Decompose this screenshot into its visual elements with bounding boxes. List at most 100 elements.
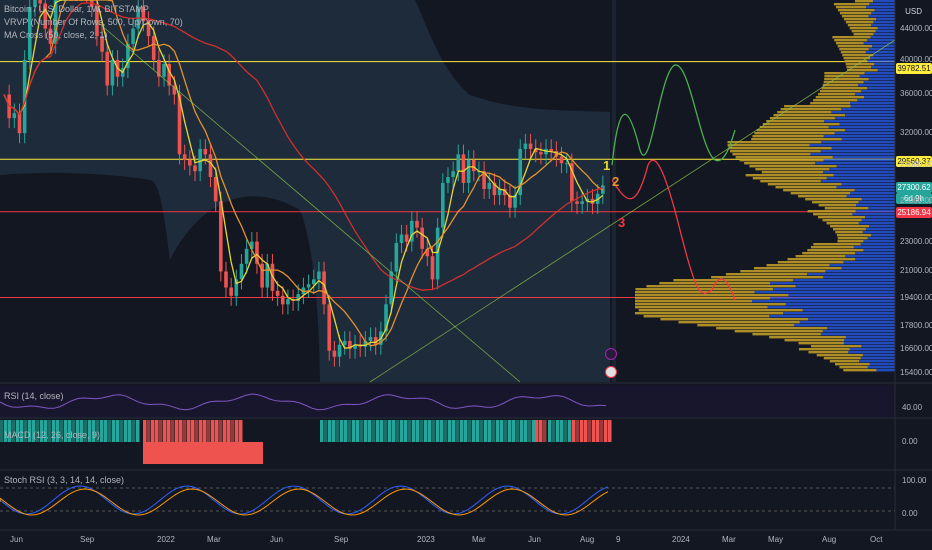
price-tick-label: 32000.00: [900, 128, 932, 138]
macd-bar: [195, 420, 199, 442]
vp-row-up: [732, 153, 811, 156]
macd-bar: [543, 420, 547, 442]
macd-hist-low: [143, 442, 263, 464]
candle-body: [523, 143, 528, 149]
time-tick-label: 2024: [672, 535, 690, 544]
candle-body: [539, 152, 543, 155]
vp-row-up: [812, 201, 859, 204]
macd-bar: [332, 420, 336, 442]
vp-row-up: [725, 273, 808, 276]
rsi-label[interactable]: RSI (14, close): [4, 391, 64, 401]
macd-bar: [124, 420, 128, 442]
vp-row-up: [773, 114, 846, 117]
candle-body: [126, 43, 130, 69]
legend-vrvp[interactable]: VRVP (Number Of Rows, 500, Up/Down, 70): [4, 17, 183, 27]
vp-row-up: [775, 186, 837, 189]
vp-row-up: [837, 240, 864, 243]
stoch-rsi-label[interactable]: Stoch RSI (3, 3, 14, 14, close): [4, 475, 125, 485]
vp-row-down: [861, 345, 895, 348]
macd-bar: [380, 420, 384, 442]
vp-row-down: [874, 63, 895, 66]
macd-bar: [396, 420, 400, 442]
macd-pane[interactable]: [0, 420, 612, 464]
vp-row-up: [807, 249, 864, 252]
lightning-icon[interactable]: [605, 348, 617, 360]
macd-bar: [16, 420, 20, 442]
vp-row-down: [863, 42, 895, 45]
macd-bar: [336, 420, 340, 442]
wave-label-3: 3: [618, 215, 626, 230]
vp-row-up: [813, 213, 853, 216]
candle-body: [513, 195, 517, 208]
vp-row-up: [841, 15, 869, 18]
candle-body: [38, 0, 42, 4]
rsi-pane[interactable]: [0, 385, 895, 417]
macd-bar: [568, 420, 572, 442]
price-tag-last: 27300.62: [896, 182, 932, 193]
vp-row-up: [823, 357, 861, 360]
vp-row-down: [767, 306, 895, 309]
macd-bar: [492, 420, 496, 442]
candle-body: [384, 304, 388, 332]
vp-row-up: [749, 165, 837, 168]
vp-row-up: [839, 48, 869, 51]
macd-bar: [556, 420, 560, 442]
stoch-rsi-pane[interactable]: [0, 485, 895, 516]
macd-bar: [608, 420, 612, 442]
time-tick-label: 9: [616, 535, 621, 544]
vp-row-down: [834, 117, 895, 120]
macd-bar: [76, 420, 80, 442]
macd-bar: [392, 420, 396, 442]
stoch-tick-label: 0.00: [902, 509, 918, 518]
vp-row-up: [829, 360, 860, 363]
macd-bar: [171, 420, 175, 442]
vrvp-label: VRVP (Number Of Rows, 500, Up/Down, 70): [4, 17, 183, 27]
price-tick-label: 19400.00: [900, 292, 932, 302]
vp-row-up: [635, 291, 755, 294]
vp-row-up: [826, 222, 859, 225]
macd-label[interactable]: MACD (12, 26, close, 9): [4, 430, 101, 440]
vp-row-down: [850, 192, 895, 195]
candle-body: [167, 64, 172, 86]
candle-body: [456, 154, 461, 172]
candle-body: [446, 177, 450, 183]
vp-row-up: [837, 237, 868, 240]
macd-bar: [40, 420, 44, 442]
macd-bar: [8, 420, 12, 442]
macd-bar: [468, 420, 472, 442]
candle-body: [337, 344, 342, 357]
volume-profile: [635, 0, 895, 372]
vp-row-down: [862, 354, 895, 357]
vp-row-down: [869, 3, 895, 6]
vp-row-down: [783, 312, 895, 315]
vp-row-up: [844, 60, 868, 63]
flag-icon[interactable]: [605, 366, 617, 378]
macd-bar: [320, 420, 324, 442]
vp-row-up: [835, 6, 867, 9]
macd-bar: [408, 420, 412, 442]
macd-bar: [104, 420, 108, 442]
vp-row-down: [833, 174, 895, 177]
macd-bar: [535, 420, 539, 442]
legend-ma-cross[interactable]: MA Cross (50, close, 2, 1): [4, 30, 108, 40]
vp-row-down: [820, 150, 895, 153]
vp-row-up: [760, 180, 821, 183]
candle-body: [327, 304, 332, 351]
macd-bar: [428, 420, 432, 442]
vp-row-down: [863, 81, 895, 84]
vp-row-down: [867, 87, 895, 90]
macd-bar: [235, 420, 239, 442]
trendline-down: [94, 19, 521, 383]
price-pane[interactable]: [0, 0, 896, 383]
vp-row-up: [635, 300, 752, 303]
macd-bar: [412, 420, 416, 442]
macd-bar: [60, 420, 64, 442]
macd-bar: [96, 420, 100, 442]
vp-row-up: [832, 36, 871, 39]
vp-row-up: [777, 261, 844, 264]
macd-bar: [227, 420, 231, 442]
legend-symbol[interactable]: Bitcoin / U.S. Dollar, 1W, BITSTAMP: [4, 4, 149, 14]
candle-body: [348, 340, 352, 349]
currency-label[interactable]: USD: [905, 7, 922, 16]
